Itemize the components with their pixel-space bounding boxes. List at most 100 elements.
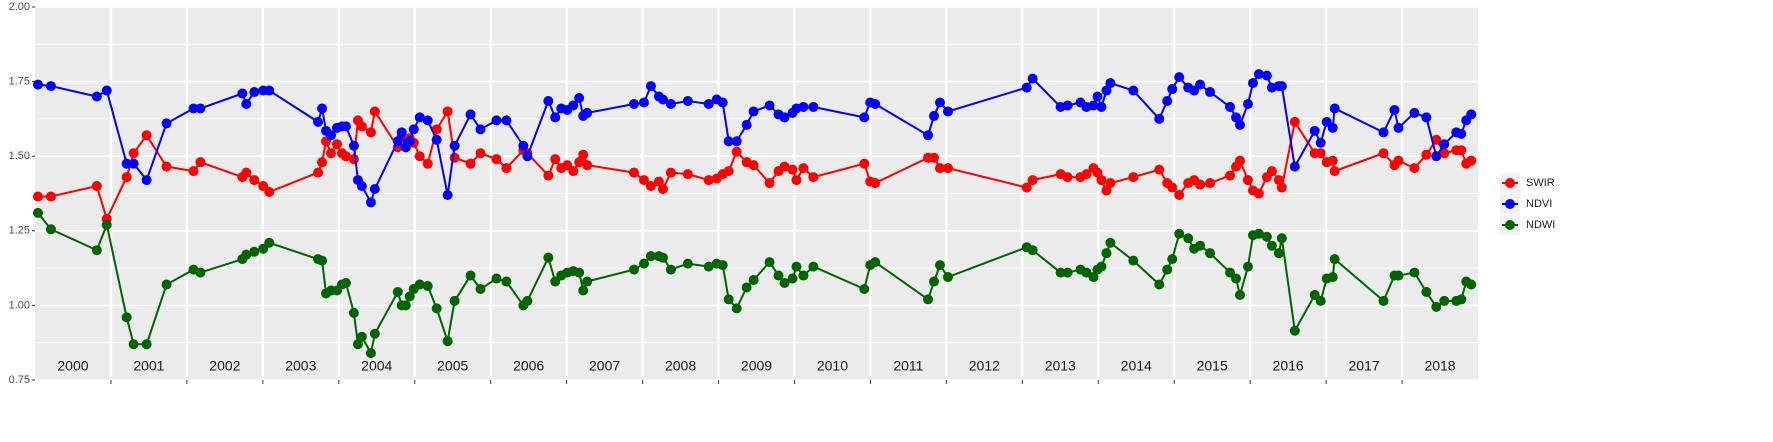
point bbox=[392, 136, 403, 147]
point bbox=[928, 110, 939, 121]
point bbox=[798, 270, 809, 281]
point bbox=[1309, 125, 1320, 136]
point bbox=[682, 169, 693, 180]
year-label: 2008 bbox=[665, 358, 696, 374]
point bbox=[1315, 295, 1326, 306]
point bbox=[141, 175, 152, 186]
point bbox=[465, 270, 476, 281]
point bbox=[665, 167, 676, 178]
point bbox=[645, 81, 656, 92]
legend-point bbox=[1505, 178, 1515, 188]
point bbox=[923, 294, 934, 305]
point bbox=[568, 166, 579, 177]
year-label: 2005 bbox=[437, 358, 468, 374]
point bbox=[1154, 113, 1165, 124]
point bbox=[928, 152, 939, 163]
point bbox=[550, 112, 561, 123]
point bbox=[1088, 100, 1099, 111]
point bbox=[582, 107, 593, 118]
point bbox=[141, 130, 152, 141]
point bbox=[1276, 233, 1287, 244]
point bbox=[195, 103, 206, 114]
point bbox=[779, 161, 790, 172]
point bbox=[1409, 163, 1420, 174]
point bbox=[942, 106, 953, 117]
point bbox=[741, 282, 752, 293]
point bbox=[475, 124, 486, 135]
point bbox=[365, 348, 376, 359]
point bbox=[1466, 155, 1477, 166]
point bbox=[798, 101, 809, 112]
point bbox=[665, 264, 676, 275]
point bbox=[465, 158, 476, 169]
point bbox=[1101, 185, 1112, 196]
point bbox=[748, 275, 759, 286]
point bbox=[645, 251, 656, 262]
point bbox=[352, 339, 363, 350]
point bbox=[491, 154, 502, 165]
point bbox=[1421, 286, 1432, 297]
point bbox=[1128, 172, 1139, 183]
point bbox=[522, 295, 533, 306]
point bbox=[1242, 175, 1253, 186]
point bbox=[128, 158, 139, 169]
point bbox=[1234, 155, 1245, 166]
point bbox=[1409, 267, 1420, 278]
point bbox=[331, 139, 342, 150]
year-label: 2015 bbox=[1197, 358, 1228, 374]
point bbox=[491, 273, 502, 284]
point bbox=[241, 167, 252, 178]
point bbox=[1466, 109, 1477, 120]
point bbox=[1183, 233, 1194, 244]
point bbox=[731, 146, 742, 157]
point bbox=[475, 148, 486, 159]
point bbox=[1195, 179, 1206, 190]
point bbox=[475, 283, 486, 294]
point bbox=[1266, 166, 1277, 177]
point bbox=[859, 112, 870, 123]
point bbox=[1162, 264, 1173, 275]
point bbox=[101, 219, 112, 230]
point bbox=[1062, 100, 1073, 111]
point bbox=[1096, 261, 1107, 272]
year-label: 2011 bbox=[893, 358, 923, 374]
point bbox=[764, 100, 775, 111]
point bbox=[1062, 267, 1073, 278]
point bbox=[195, 267, 206, 278]
point bbox=[356, 331, 367, 342]
point bbox=[1092, 167, 1103, 178]
point bbox=[1225, 101, 1236, 112]
point bbox=[1456, 128, 1467, 139]
year-label: 2009 bbox=[741, 358, 772, 374]
point bbox=[717, 260, 728, 271]
point bbox=[431, 303, 442, 314]
point bbox=[161, 279, 172, 290]
point bbox=[568, 100, 579, 111]
point bbox=[326, 148, 337, 159]
point bbox=[241, 98, 252, 109]
point bbox=[748, 106, 759, 117]
point bbox=[717, 97, 728, 108]
point bbox=[574, 157, 585, 168]
point bbox=[1393, 155, 1404, 166]
point bbox=[1101, 85, 1112, 96]
point bbox=[1062, 172, 1073, 183]
point bbox=[396, 127, 407, 138]
point bbox=[326, 130, 337, 141]
year-label: 2018 bbox=[1424, 358, 1455, 374]
point bbox=[317, 157, 328, 168]
point bbox=[582, 276, 593, 287]
point bbox=[442, 189, 453, 200]
point bbox=[1096, 175, 1107, 186]
point bbox=[1027, 73, 1038, 84]
point bbox=[731, 136, 742, 147]
point bbox=[1247, 78, 1258, 89]
point bbox=[249, 87, 260, 98]
point bbox=[442, 336, 453, 347]
point bbox=[465, 109, 476, 120]
point bbox=[934, 97, 945, 108]
point bbox=[45, 191, 56, 202]
point bbox=[1174, 228, 1185, 239]
point bbox=[404, 291, 415, 302]
y-tick-label: 0.75 bbox=[9, 374, 30, 386]
